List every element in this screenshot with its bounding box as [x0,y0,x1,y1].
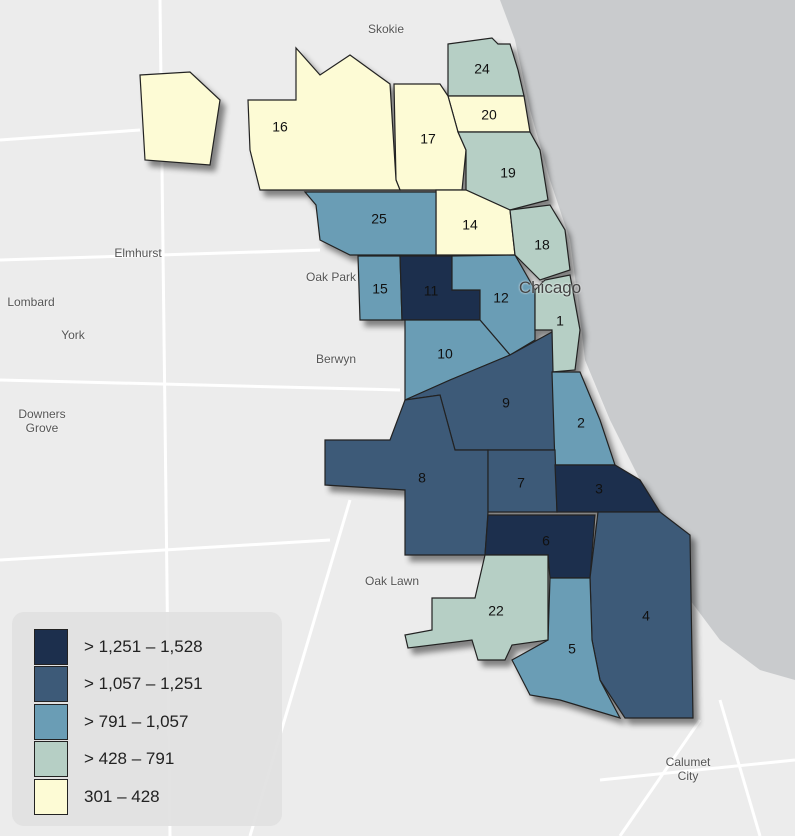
place-label: Calumet City [665,755,711,783]
place-label: Oak Park [305,270,356,284]
district-shape [139,71,221,166]
district-label: 3 [595,481,603,497]
district-label: 16 [272,119,288,135]
district-shape [554,464,662,513]
district-label: 14 [462,217,478,233]
district-shape [404,554,549,661]
district-label: 19 [500,165,516,181]
legend-label: > 1,251 – 1,528 [84,636,203,656]
district-shape [534,274,581,373]
district-shape [511,577,622,719]
district-label: 18 [534,237,550,253]
place-label: Chicago [518,278,582,297]
district-label: 25 [371,211,387,227]
district-label: 5 [568,641,576,657]
district-label: 7 [517,475,525,491]
legend-swatch [34,666,68,702]
district-label: 17 [420,131,436,147]
place-label: Berwyn [315,352,356,366]
district-label: 11 [424,283,439,299]
district-label: 4 [642,608,650,624]
place-label: Lombard [7,295,55,309]
legend-item: > 1,251 – 1,528 [34,628,203,665]
place-label: Oak Lawn [364,574,420,588]
legend-label: > 428 – 791 [84,749,175,768]
legend-swatch [34,703,68,740]
district-label: 22 [488,603,504,619]
legend-label: > 1,057 – 1,251 [84,674,203,693]
legend-swatch [34,741,68,777]
legend-label: > 791 – 1,057 [84,711,189,731]
district-label: 2 [577,415,585,431]
place-label: Downers Grove [18,407,66,435]
districts [139,37,694,719]
legend-item: > 791 – 1,057 [34,703,188,740]
legend-item: > 1,057 – 1,251 [34,666,203,703]
district-label: 1 [556,313,564,329]
district-shape [457,131,549,211]
place-label: Elmhurst [114,246,162,260]
district-label: 6 [542,533,550,549]
district-shape [303,191,437,256]
district-label: 12 [493,290,509,306]
district-label: 24 [474,61,490,77]
place-label: Skokie [367,22,405,36]
legend: > 1,251 – 1,528 > 1,057 – 1,251 > 791 – 1,… [12,612,282,826]
lake [500,0,795,680]
district-label: 9 [502,395,510,411]
district-label: 20 [481,107,497,123]
district-label: 8 [418,470,426,486]
legend-item: > 428 – 791 [34,741,174,778]
legend-swatch [34,778,68,815]
district-labels: 24 20 17 16 19 14 18 25 15 11 12 1 10 9 … [272,61,650,657]
district-label: 10 [437,346,453,362]
district-label: 15 [372,281,388,297]
legend-item: 301 – 428 [34,778,160,815]
legend-label: 301 – 428 [84,786,160,806]
place-label: York [61,328,85,342]
district-shape [247,46,401,191]
legend-swatch [34,628,68,665]
